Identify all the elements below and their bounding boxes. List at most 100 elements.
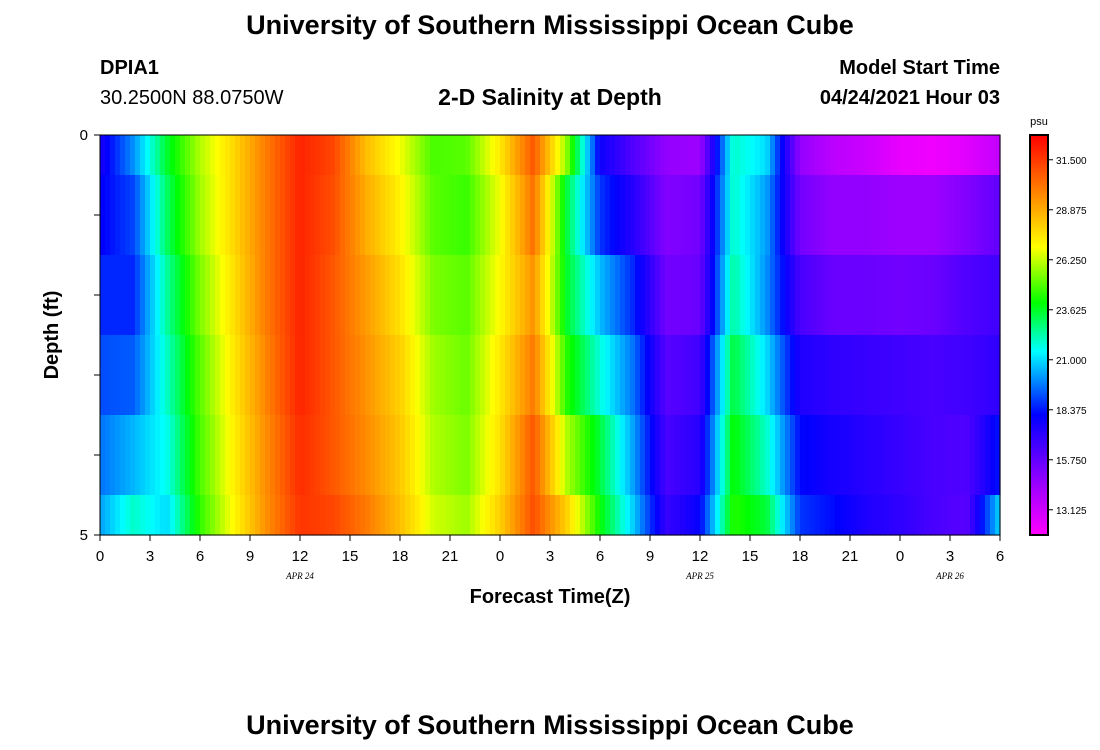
heatmap-cell [910,335,916,416]
heatmap-cell [895,175,901,256]
heatmap-cell [430,135,436,176]
date-label: APR 25 [685,571,714,581]
heatmap-cell [715,335,721,416]
heatmap-cell [985,335,991,416]
heatmap-cell [450,255,456,336]
heatmap-cell [245,135,251,176]
heatmap-cell [105,335,111,416]
heatmap-cell [455,135,461,176]
heatmap-cell [990,135,996,176]
heatmap-cell [255,175,261,256]
heatmap-cell [435,255,441,336]
heatmap-cell [320,335,326,416]
heatmap-cell [920,415,926,496]
heatmap-cell [940,335,946,416]
heatmap-cell [240,135,246,176]
heatmap-cell [445,335,451,416]
heatmap-cell [115,335,121,416]
heatmap-cell [190,175,196,256]
heatmap-cell [380,175,386,256]
heatmap-cell [165,415,171,496]
heatmap-cell [765,255,771,336]
heatmap-cell [165,135,171,176]
heatmap-cell [865,175,871,256]
heatmap-cell [520,175,526,256]
heatmap-cell [515,335,521,416]
heatmap-cell [680,335,686,416]
heatmap-cell [700,495,706,536]
heatmap-cell [385,175,391,256]
heatmap-cell [405,255,411,336]
heatmap-cell [535,255,541,336]
heatmap-cell [165,255,171,336]
heatmap-cell [320,175,326,256]
heatmap-cell [715,255,721,336]
heatmap-cell [460,135,466,176]
heatmap-cell [360,335,366,416]
heatmap-cell [515,415,521,496]
heatmap-cell [435,495,441,536]
heatmap-cell [265,135,271,176]
heatmap-cell [210,175,216,256]
heatmap-cell [645,495,651,536]
heatmap-cell [475,255,481,336]
heatmap-cell [880,175,886,256]
heatmap-cell [805,255,811,336]
heatmap-cell [970,135,976,176]
heatmap-cell [435,415,441,496]
heatmap-cell [215,255,221,336]
x-tick-label: 12 [692,548,709,565]
heatmap-cell [645,335,651,416]
heatmap-cell [975,495,981,536]
heatmap-cell [530,415,536,496]
heatmap-cell [680,255,686,336]
heatmap-cell [285,175,291,256]
heatmap-cell [865,415,871,496]
heatmap-cell [395,335,401,416]
heatmap-cell [815,335,821,416]
heatmap-cell [770,415,776,496]
heatmap-cell [280,135,286,176]
heatmap-cell [940,415,946,496]
heatmap-cell [345,135,351,176]
heatmap-cell [160,335,166,416]
heatmap-cell [595,415,601,496]
heatmap-cell [580,255,586,336]
heatmap-cell [485,335,491,416]
heatmap-cell [785,495,791,536]
heatmap-cell [735,495,741,536]
heatmap-cell [250,255,256,336]
heatmap-cell [235,495,241,536]
heatmap-cell [330,415,336,496]
heatmap-cell [265,495,271,536]
heatmap-cell [230,335,236,416]
heatmap-cell [265,175,271,256]
heatmap-cell [610,175,616,256]
heatmap-cell [595,335,601,416]
heatmap-cell [295,335,301,416]
heatmap-cell [415,175,421,256]
heatmap-cell [460,255,466,336]
heatmap-cell [780,495,786,536]
heatmap-cell [445,135,451,176]
heatmap-cell [900,175,906,256]
heatmap-cell [120,135,126,176]
heatmap-cell [190,255,196,336]
heatmap-cell [640,175,646,256]
heatmap-cell [220,415,226,496]
heatmap-cell [810,335,816,416]
heatmap-cell [125,135,131,176]
heatmap-cell [775,415,781,496]
heatmap-cell [475,335,481,416]
heatmap-cell [640,415,646,496]
heatmap-cell [395,135,401,176]
heatmap-cell [310,175,316,256]
heatmap-cell [850,335,856,416]
heatmap-cell [200,175,206,256]
heatmap-cell [530,135,536,176]
heatmap-cell [110,495,116,536]
heatmap-cell [325,495,331,536]
heatmap-cell [655,255,661,336]
heatmap-cell [350,495,356,536]
